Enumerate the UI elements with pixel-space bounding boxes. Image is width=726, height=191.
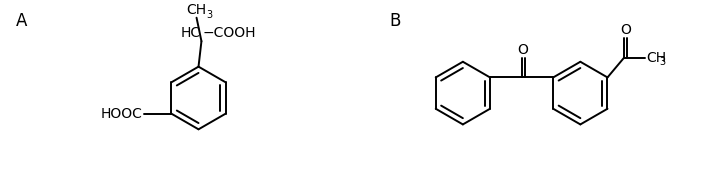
Text: O: O: [620, 23, 631, 37]
Text: 3: 3: [659, 57, 665, 67]
Text: O: O: [518, 43, 529, 57]
Text: HOOC: HOOC: [101, 107, 143, 121]
Text: A: A: [15, 12, 27, 30]
Text: CH: CH: [187, 3, 207, 17]
Text: CH: CH: [646, 51, 666, 65]
Text: 3: 3: [206, 10, 213, 20]
Text: HC: HC: [180, 26, 200, 40]
Text: B: B: [389, 12, 401, 30]
Text: −COOH: −COOH: [203, 26, 256, 40]
